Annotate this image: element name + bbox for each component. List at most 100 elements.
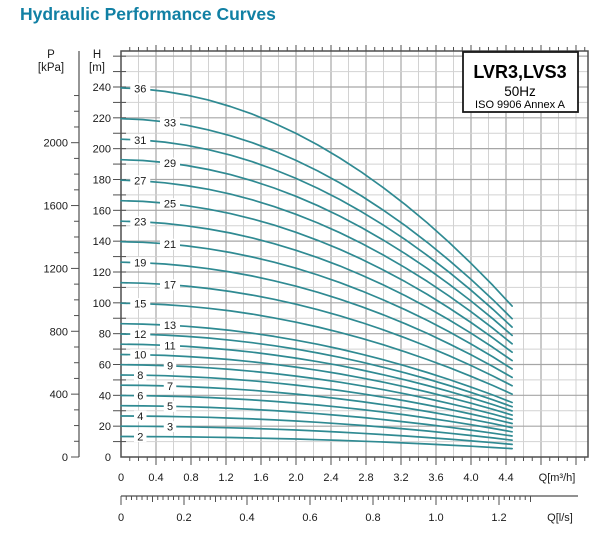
- curve-labels: 36 31 27 23 19 15 12 10 8 6 4 2 33 29 25 21 17 13 11 9 7 5 3: [130, 83, 180, 443]
- x-tick-label: 1.6: [253, 472, 268, 484]
- h-tick-label: 20: [99, 421, 111, 433]
- p-tick-label: 0: [62, 452, 68, 464]
- pump-curve-31-stages: [120, 138, 513, 328]
- pump-curve-23-stages: [120, 220, 513, 362]
- p-tick-label: 1600: [44, 201, 68, 213]
- pump-curve-33-stages: [120, 117, 513, 320]
- curve-label-29: 29: [164, 158, 176, 170]
- curve-label-gap: [160, 198, 180, 210]
- pump-curve-29-stages: [120, 158, 513, 337]
- pump-curve-12-stages: [120, 333, 513, 408]
- curve-label-3: 3: [167, 421, 173, 433]
- curve-label-8: 8: [137, 370, 143, 382]
- pump-curve-4-stages: [120, 415, 513, 442]
- curve-label-7: 7: [167, 381, 173, 393]
- legend-frame: [462, 51, 579, 113]
- legend-standard: ISO 9906 Annex A: [475, 99, 566, 111]
- axes: 0 0.4 0.8 1.2 1.6 2.0 2.4 2.8 3.2 3.6 4.0 4.4 Q[m³/h…: [38, 45, 589, 524]
- curve-label-gap: [130, 134, 151, 146]
- curve-label-gap: [130, 83, 151, 95]
- p-tick-label: 2000: [44, 138, 68, 150]
- x-tick-label: 4.0: [463, 472, 478, 484]
- curve-label-17: 17: [164, 280, 176, 292]
- curve-label-gap: [134, 390, 147, 402]
- curve-label-27: 27: [134, 176, 146, 188]
- ls-tick-label: 0.2: [176, 512, 191, 524]
- curve-label-gap: [163, 380, 177, 392]
- x-tick-label: 0.4: [148, 472, 163, 484]
- pump-curve-8-stages: [120, 374, 513, 425]
- p-tick-label: 400: [50, 389, 68, 401]
- h-axis-unit: [m]: [89, 62, 105, 74]
- curve-label-gap: [160, 157, 180, 169]
- curve-label-gap: [130, 349, 151, 361]
- p-tick-label: 1200: [44, 263, 68, 275]
- pump-curve-10-stages: [120, 353, 513, 416]
- x-tick-label: 3.6: [428, 472, 443, 484]
- curve-label-gap: [163, 421, 177, 433]
- h-axis-name: H: [93, 49, 101, 61]
- pump-curve-6-stages: [120, 394, 513, 433]
- pump-curve-11-stages: [120, 343, 513, 412]
- curve-label-gap: [130, 216, 151, 228]
- legend-model: LVR3,LVS3: [473, 62, 566, 82]
- curve-label-33: 33: [164, 117, 176, 129]
- pump-curve-5-stages: [120, 404, 513, 437]
- pump-curve-36-stages: [120, 87, 513, 307]
- legend-box: LVR3,LVS3 50Hz ISO 9906 Annex A: [462, 51, 579, 113]
- curve-label-gap: [163, 360, 177, 372]
- p-axis-unit: [kPa]: [38, 62, 64, 74]
- x-axis-unit-ls: Q[l/s]: [547, 512, 573, 524]
- curve-label-gap: [160, 238, 180, 250]
- h-tick-label: 180: [93, 174, 111, 186]
- curve-label-2: 2: [137, 431, 143, 443]
- pump-curve-9-stages: [120, 363, 513, 421]
- h-tick-label: 60: [99, 359, 111, 371]
- curve-label-gap: [134, 431, 147, 443]
- pump-curve-2-stages: [120, 435, 513, 450]
- ls-tick-label: 1.0: [428, 512, 443, 524]
- curve-label-31: 31: [134, 135, 146, 147]
- x-tick-label: 0.8: [183, 472, 198, 484]
- curve-label-23: 23: [134, 217, 146, 229]
- ls-tick-label: 0.4: [239, 512, 254, 524]
- h-tick-label: 240: [93, 82, 111, 94]
- h-tick-label: 160: [93, 205, 111, 217]
- pump-curve-21-stages: [120, 240, 513, 370]
- curve-label-gap: [130, 298, 151, 310]
- pump-curve-13-stages: [120, 322, 513, 404]
- h-tick-label: 140: [93, 236, 111, 248]
- pump-curve-17-stages: [120, 281, 513, 387]
- h-tick-label: 40: [99, 390, 111, 402]
- curve-label-36: 36: [134, 84, 146, 96]
- pump-curve-7-stages: [120, 384, 513, 429]
- curve-label-15: 15: [134, 298, 146, 310]
- x-tick-label: 4.4: [498, 472, 513, 484]
- curve-label-gap: [134, 410, 147, 422]
- h-tick-label: 80: [99, 329, 111, 341]
- x-tick-label: 2.8: [358, 472, 373, 484]
- pump-curve-27-stages: [120, 179, 513, 345]
- h-tick-label: 100: [93, 298, 111, 310]
- p-axis-name: P: [47, 49, 55, 61]
- curve-label-gap: [160, 340, 180, 352]
- curve-label-12: 12: [134, 329, 146, 341]
- curve-label-gap: [160, 117, 180, 129]
- h-tick-label: 200: [93, 144, 111, 156]
- ls-tick-label: 1.2: [491, 512, 506, 524]
- pump-curve-19-stages: [120, 261, 513, 379]
- curve-label-13: 13: [164, 320, 176, 332]
- h-tick-label: 0: [105, 452, 111, 464]
- curve-label-gap: [130, 175, 151, 187]
- p-tick-label: 800: [50, 326, 68, 338]
- pump-curve-3-stages: [120, 425, 513, 446]
- curve-label-gap: [130, 328, 151, 340]
- curve-label-25: 25: [164, 199, 176, 211]
- pump-curves: [120, 87, 513, 450]
- curve-label-5: 5: [167, 401, 173, 413]
- curve-label-10: 10: [134, 350, 146, 362]
- curve-label-4: 4: [137, 411, 143, 423]
- pump-curve-15-stages: [120, 302, 513, 395]
- x-tick-label: 3.2: [393, 472, 408, 484]
